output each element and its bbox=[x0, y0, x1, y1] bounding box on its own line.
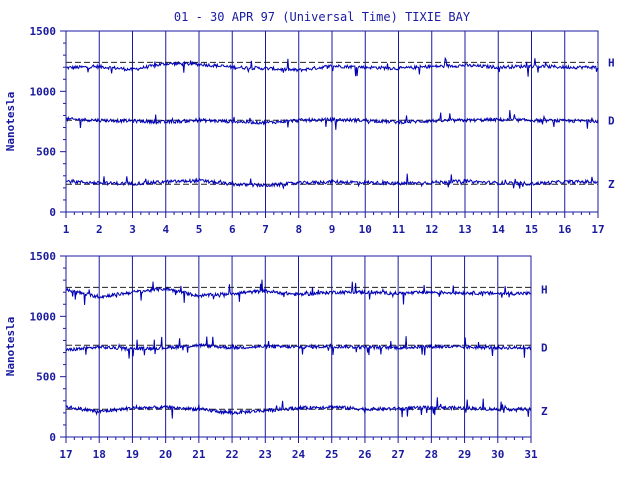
y-tick-label: 500 bbox=[36, 371, 56, 384]
x-tick-label: 29 bbox=[458, 448, 471, 461]
series-label-z: Z bbox=[608, 178, 615, 191]
y-tick-label: 1000 bbox=[30, 310, 57, 323]
x-tick-label: 20 bbox=[159, 448, 172, 461]
x-tick-label: 7 bbox=[262, 223, 269, 236]
x-tick-label: 17 bbox=[59, 448, 72, 461]
x-tick-label: 11 bbox=[392, 223, 406, 236]
x-tick-label: 5 bbox=[196, 223, 203, 236]
bottom-panel: 17 18 19 20 21 22 23 24 25 26 27 28 29 30 31 0 500 1000 15… bbox=[4, 250, 548, 461]
x-tick-label: 8 bbox=[295, 223, 302, 236]
x-tick-label: 13 bbox=[458, 223, 471, 236]
x-tick-label: 4 bbox=[162, 223, 169, 236]
y-tick-label: 0 bbox=[49, 431, 56, 444]
panels: 1 2 3 4 5 6 7 8 9 10 11 12 13 14 15 16 17050010001500Nan… bbox=[4, 25, 615, 461]
y-tick-label: 0 bbox=[49, 206, 56, 219]
x-tick-label: 9 bbox=[329, 223, 336, 236]
trace-z bbox=[65, 397, 532, 419]
x-tick-label: 17 bbox=[591, 223, 604, 236]
top-panel: 1 2 3 4 5 6 7 8 9 10 11 12 13 14 15 16 17050010001500Nan… bbox=[4, 25, 615, 236]
y-tick-label: 1500 bbox=[30, 250, 57, 263]
trace-h bbox=[66, 56, 599, 77]
x-tick-label: 10 bbox=[359, 223, 372, 236]
x-tick-label: 27 bbox=[392, 448, 405, 461]
x-tick-label: 2 bbox=[96, 223, 103, 236]
x-tick-label: 22 bbox=[225, 448, 238, 461]
series-label-d: D bbox=[541, 341, 548, 354]
x-tick-label: 12 bbox=[425, 223, 438, 236]
y-tick-label: 1000 bbox=[30, 85, 57, 98]
trace-z bbox=[65, 173, 598, 190]
x-tick-label: 19 bbox=[126, 448, 139, 461]
y-axis-label: Nanotesla bbox=[4, 317, 17, 377]
series-label-z: Z bbox=[541, 405, 548, 418]
y-axis-label: Nanotesla bbox=[4, 92, 17, 152]
x-tick-label: 21 bbox=[192, 448, 206, 461]
x-tick-label: 28 bbox=[425, 448, 438, 461]
x-tick-label: 16 bbox=[558, 223, 572, 236]
trace-h bbox=[65, 279, 532, 306]
y-tick-label: 500 bbox=[36, 146, 56, 159]
chart-title: 01 - 30 APR 97 (Universal Time) TIXIE BA… bbox=[174, 10, 471, 24]
x-tick-label: 6 bbox=[229, 223, 236, 236]
series-label-h: H bbox=[608, 56, 615, 69]
x-tick-label: 23 bbox=[259, 448, 272, 461]
series-label-h: H bbox=[541, 283, 548, 296]
trace-d bbox=[65, 110, 599, 130]
trace-d bbox=[65, 336, 532, 359]
series-label-d: D bbox=[608, 114, 615, 127]
x-tick-label: 15 bbox=[525, 223, 538, 236]
y-tick-label: 1500 bbox=[30, 25, 57, 38]
x-tick-label: 30 bbox=[491, 448, 504, 461]
x-tick-label: 3 bbox=[129, 223, 136, 236]
x-tick-label: 14 bbox=[492, 223, 506, 236]
x-tick-label: 31 bbox=[524, 448, 538, 461]
x-tick-label: 25 bbox=[325, 448, 338, 461]
x-tick-label: 18 bbox=[93, 448, 106, 461]
x-tick-label: 1 bbox=[63, 223, 70, 236]
x-tick-label: 24 bbox=[292, 448, 306, 461]
x-tick-label: 26 bbox=[358, 448, 372, 461]
